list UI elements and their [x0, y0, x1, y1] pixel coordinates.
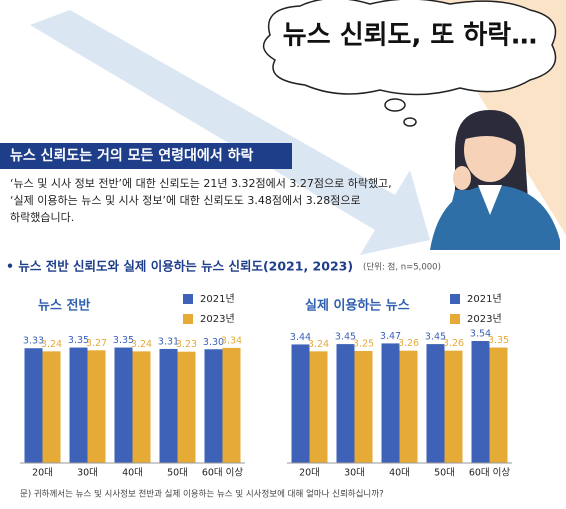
value-label: 3.35: [113, 335, 134, 346]
x-tick-label: 60대 이상: [469, 468, 511, 479]
body-text: ‘뉴스 및 시사 정보 전반’에 대한 신뢰도는 21년 3.32점에서 3.2…: [10, 176, 392, 190]
arrow-shape: [30, 10, 430, 255]
unit-note: (단위: 점, n=5,000): [363, 262, 441, 273]
value-label: 3.35: [488, 335, 509, 346]
bar: [177, 351, 196, 463]
bar: [489, 347, 508, 463]
x-tick-label: 30대: [344, 468, 365, 479]
bar: [114, 347, 133, 463]
legend-label: 2021년: [200, 293, 235, 305]
chart-heading: • 뉴스 전반 신뢰도와 실제 이용하는 뉴스 신뢰도(2021, 2023): [6, 259, 353, 274]
bar: [426, 344, 445, 463]
x-tick-label: 50대: [434, 468, 455, 479]
value-label: 3.31: [158, 336, 179, 347]
legend-swatch: [183, 294, 193, 304]
body-text: 하락했습니다.: [10, 210, 74, 224]
value-label: 3.24: [131, 339, 152, 350]
bar: [132, 351, 151, 463]
legend-label: 2021년: [467, 293, 502, 305]
body-text: ‘실제 이용하는 뉴스 및 시사 정보’에 대한 신뢰도도 3.48점에서 3.…: [10, 193, 361, 207]
bar: [381, 343, 400, 463]
x-tick-label: 30대: [77, 468, 98, 479]
bar: [159, 348, 178, 463]
value-label: 3.47: [380, 331, 401, 342]
value-label: 3.27: [86, 338, 107, 349]
value-label: 3.26: [443, 338, 464, 349]
bar: [87, 350, 106, 463]
footnote: 문) 귀하께서는 뉴스 및 시사정보 전반과 실제 이용하는 뉴스 및 시사정보…: [20, 489, 384, 500]
value-label: 3.54: [470, 329, 491, 340]
x-tick-label: 60대 이상: [202, 468, 244, 479]
value-label: 3.26: [398, 338, 419, 349]
legend-swatch: [183, 314, 193, 324]
x-tick-label: 40대: [122, 468, 143, 479]
value-label: 3.45: [425, 332, 446, 343]
x-tick-label: 20대: [32, 468, 53, 479]
bar: [69, 347, 88, 463]
value-label: 3.45: [335, 332, 356, 343]
legend-label: 2023년: [467, 313, 502, 325]
value-label: 3.25: [353, 338, 374, 349]
bar: [42, 351, 61, 463]
bar: [204, 349, 223, 463]
value-label: 3.23: [176, 339, 197, 350]
chart-title: 뉴스 전반: [38, 298, 90, 314]
x-tick-label: 50대: [167, 468, 188, 479]
value-label: 3.35: [68, 335, 89, 346]
value-label: 3.24: [41, 339, 62, 350]
value-label: 3.24: [308, 339, 329, 350]
value-label: 3.33: [23, 336, 44, 347]
section-banner: [0, 143, 292, 169]
person-illustration: [430, 110, 560, 250]
bar: [291, 344, 310, 463]
x-tick-label: 20대: [299, 468, 320, 479]
legend-swatch: [450, 294, 460, 304]
chart-title: 실제 이용하는 뉴스: [305, 298, 410, 314]
bar: [222, 347, 241, 463]
bar: [471, 341, 490, 463]
bar: [354, 350, 373, 463]
bar: [309, 351, 328, 463]
value-label: 3.34: [221, 335, 242, 346]
bar: [24, 348, 43, 463]
legend-swatch: [450, 314, 460, 324]
value-label: 3.44: [290, 332, 311, 343]
bar: [336, 344, 355, 463]
section-title: 뉴스 신뢰도는 거의 모든 연령대에서 하락: [10, 147, 253, 164]
legend-label: 2023년: [200, 313, 235, 325]
headline: 뉴스 신뢰도, 또 하락…: [283, 21, 537, 51]
bar: [399, 350, 418, 463]
value-label: 3.30: [203, 337, 224, 348]
x-tick-label: 40대: [389, 468, 410, 479]
bar: [444, 350, 463, 463]
speech-bubble: [262, 0, 557, 127]
